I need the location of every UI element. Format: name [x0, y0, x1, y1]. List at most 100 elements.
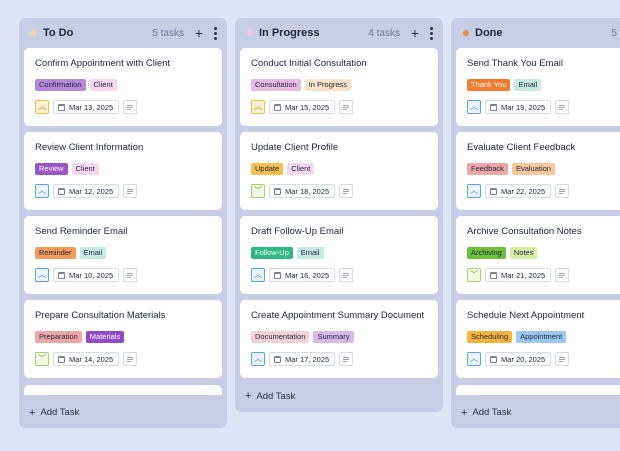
priority-high-double-chevron-up-icon[interactable]: ︽ — [35, 100, 49, 114]
description-lines-icon[interactable] — [339, 184, 354, 198]
add-task-plus-icon[interactable]: + — [410, 25, 420, 41]
description-lines-icon[interactable] — [123, 184, 138, 198]
task-card[interactable]: Confirm Appointment with Client Confirmat… — [24, 48, 222, 126]
task-card[interactable]: Review Client Information Review Client ︿ Ma… — [24, 132, 222, 210]
task-card[interactable]: Update Client Profile Update Client ﹀ Mar 18… — [240, 132, 438, 210]
tag-badge: Client — [71, 163, 99, 175]
priority-medium-chevron-up-icon[interactable]: ︿ — [467, 100, 481, 114]
tag-badge: Materials — [85, 331, 125, 343]
priority-high-double-chevron-up-icon[interactable]: ︽ — [251, 100, 265, 114]
tag-badge: Update — [251, 163, 284, 175]
task-meta: ︿ Mar 22, 2025 — [467, 184, 620, 198]
due-date-text: Mar 16, 2025 — [285, 270, 330, 280]
due-date[interactable]: Mar 14, 2025 — [53, 352, 120, 366]
due-date[interactable]: Mar 16, 2025 — [269, 268, 336, 282]
tag-list: Scheduling Appointment — [467, 331, 620, 343]
due-date[interactable]: Mar 13, 2025 — [53, 100, 120, 114]
column-header: To Do 5 tasks + — [19, 18, 227, 48]
card-list: Send Thank You Email Thank You Email ︿ Mar 1… — [451, 48, 620, 378]
description-lines-icon[interactable] — [555, 100, 570, 114]
tag-badge: In Progress — [304, 79, 352, 91]
priority-medium-chevron-up-icon[interactable]: ︿ — [35, 184, 49, 198]
tag-list: Follow-Up Email — [251, 247, 428, 259]
tag-badge: Notes — [509, 247, 538, 259]
priority-low-chevron-down-icon[interactable]: ﹀ — [35, 352, 49, 366]
priority-medium-chevron-up-icon[interactable]: ︿ — [35, 268, 49, 282]
due-date[interactable]: Mar 18, 2025 — [269, 184, 336, 198]
due-date-text: Mar 21, 2025 — [501, 270, 546, 280]
task-card[interactable]: Evaluate Client Feedback Feedback Evaluati… — [456, 132, 620, 210]
task-card[interactable]: Send Thank You Email Thank You Email ︿ Mar 1… — [456, 48, 620, 126]
task-title: Schedule Next Appointment — [467, 310, 585, 321]
due-date[interactable]: Mar 21, 2025 — [485, 268, 552, 282]
priority-medium-chevron-up-icon[interactable]: ︿ — [251, 352, 265, 366]
tag-list: Reminder Email — [35, 247, 212, 259]
column-in-progress: In Progress 4 tasks + Conduct Initial Co… — [235, 18, 443, 412]
task-count: 4 tasks — [368, 27, 400, 39]
more-options-icon[interactable] — [430, 26, 433, 40]
task-count: 5 tasks — [152, 27, 184, 39]
priority-low-chevron-down-icon[interactable]: ﹀ — [467, 268, 481, 282]
due-date-text: Mar 20, 2025 — [501, 354, 546, 364]
tag-badge: Appointment — [516, 331, 567, 343]
due-date-text: Mar 18, 2025 — [285, 186, 330, 196]
task-meta: ︿ Mar 16, 2025 — [251, 268, 428, 282]
task-card[interactable]: Create Appointment Summary Document Docum… — [240, 300, 438, 378]
add-task-plus-icon[interactable]: + — [194, 25, 204, 41]
task-card-partial[interactable] — [456, 385, 620, 395]
calendar-icon — [274, 355, 281, 363]
column-title: To Do — [43, 27, 74, 39]
description-lines-icon[interactable] — [123, 100, 138, 114]
calendar-icon — [274, 271, 281, 279]
description-lines-icon[interactable] — [123, 352, 138, 366]
priority-medium-chevron-up-icon[interactable]: ︿ — [467, 184, 481, 198]
more-options-icon[interactable] — [214, 26, 217, 40]
task-meta: ︿ Mar 17, 2025 — [251, 352, 428, 366]
calendar-icon — [274, 103, 281, 111]
tag-list: Thank You Email — [467, 79, 620, 91]
plus-icon: + — [29, 406, 36, 419]
add-task-button[interactable]: + Add Task — [451, 397, 620, 428]
description-lines-icon[interactable] — [555, 352, 570, 366]
calendar-icon — [490, 271, 497, 279]
due-date-text: Mar 22, 2025 — [501, 186, 546, 196]
description-lines-icon[interactable] — [555, 268, 570, 282]
add-task-button[interactable]: + Add Task — [19, 397, 227, 428]
description-lines-icon[interactable] — [339, 268, 354, 282]
task-card[interactable]: Draft Follow-Up Email Follow-Up Email ︿ Mar … — [240, 216, 438, 294]
due-date-text: Mar 10, 2025 — [69, 270, 114, 280]
tag-list: Documentation Summary — [251, 331, 428, 343]
task-card-partial[interactable] — [24, 385, 222, 395]
calendar-icon — [58, 103, 65, 111]
due-date[interactable]: Mar 17, 2025 — [269, 352, 336, 366]
task-card[interactable]: Archive Consultation Notes Archiving Notes… — [456, 216, 620, 294]
task-card[interactable]: Prepare Consultation Materials Preparatio… — [24, 300, 222, 378]
task-meta: ︽ Mar 13, 2025 — [35, 100, 212, 114]
task-title: Update Client Profile — [251, 142, 339, 153]
due-date[interactable]: Mar 19, 2025 — [485, 100, 552, 114]
due-date[interactable]: Mar 22, 2025 — [485, 184, 552, 198]
tag-badge: Client — [89, 79, 117, 91]
tag-badge: Follow-Up — [251, 247, 293, 259]
priority-low-chevron-down-icon[interactable]: ﹀ — [251, 184, 265, 198]
status-dot — [31, 30, 37, 36]
task-card[interactable]: Conduct Initial Consultation Consultation… — [240, 48, 438, 126]
priority-medium-chevron-up-icon[interactable]: ︿ — [251, 268, 265, 282]
add-task-button[interactable]: + Add Task — [235, 380, 443, 412]
task-card[interactable]: Send Reminder Email Reminder Email ︿ Mar 10,… — [24, 216, 222, 294]
due-date[interactable]: Mar 12, 2025 — [53, 184, 120, 198]
due-date-text: Mar 14, 2025 — [69, 354, 114, 364]
tag-list: Review Client — [35, 163, 212, 175]
calendar-icon — [58, 271, 65, 279]
due-date[interactable]: Mar 10, 2025 — [53, 268, 120, 282]
description-lines-icon[interactable] — [339, 100, 354, 114]
calendar-icon — [58, 187, 65, 195]
task-meta: ︿ Mar 20, 2025 — [467, 352, 620, 366]
due-date[interactable]: Mar 20, 2025 — [485, 352, 552, 366]
description-lines-icon[interactable] — [123, 268, 138, 282]
task-card[interactable]: Schedule Next Appointment Scheduling Appoi… — [456, 300, 620, 378]
description-lines-icon[interactable] — [555, 184, 570, 198]
description-lines-icon[interactable] — [339, 352, 354, 366]
due-date[interactable]: Mar 15, 2025 — [269, 100, 336, 114]
priority-medium-chevron-up-icon[interactable]: ︿ — [467, 352, 481, 366]
